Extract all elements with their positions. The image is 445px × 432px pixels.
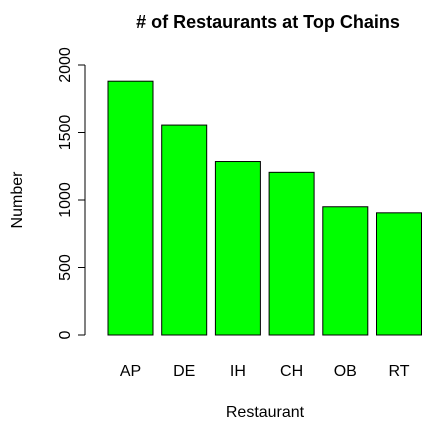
bar [376,212,422,336]
y-tick-label: 500 [57,254,74,281]
bar [322,206,369,336]
x-tick-label: AP [120,363,141,380]
chart-title: # of Restaurants at Top Chains [136,12,400,32]
y-axis-label: Number [9,171,26,229]
x-axis-label: Restaurant [226,404,305,421]
bar [107,80,154,336]
bar [268,171,315,336]
x-tick-label: OB [334,363,357,380]
x-tick-label: IH [230,363,246,380]
y-tick-label: 0 [57,330,74,339]
x-tick-label: DE [173,363,195,380]
bar [161,124,208,336]
x-tick-label: CH [280,363,303,380]
x-tick-label: RT [388,363,409,380]
y-tick-label: 1500 [57,115,74,151]
bar [214,161,261,336]
y-tick-label: 2000 [57,47,74,83]
y-tick-label: 1000 [57,182,74,218]
